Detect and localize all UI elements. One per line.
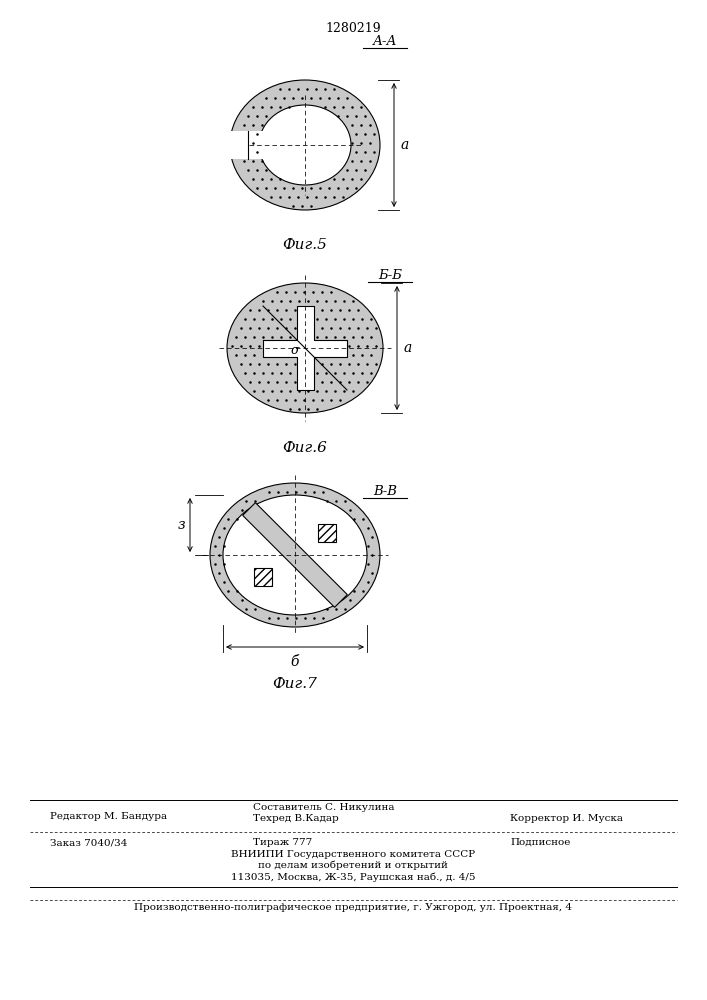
Text: Тираж 777: Тираж 777 <box>253 838 312 847</box>
Text: Фиг.6: Фиг.6 <box>283 441 327 455</box>
Text: Корректор И. Муска: Корректор И. Муска <box>510 814 623 823</box>
Text: 1280219: 1280219 <box>325 22 381 35</box>
Ellipse shape <box>230 80 380 210</box>
Bar <box>263 340 347 357</box>
Bar <box>225 131 305 159</box>
Text: Редактор М. Бандура: Редактор М. Бандура <box>50 812 167 821</box>
Text: А-А: А-А <box>373 35 397 48</box>
Text: Производственно-полиграфическое предприятие, г. Ужгород, ул. Проектная, 4: Производственно-полиграфическое предприя… <box>134 903 572 912</box>
Bar <box>318 524 336 542</box>
Text: Фиг.5: Фиг.5 <box>283 238 327 252</box>
Ellipse shape <box>210 483 380 627</box>
Ellipse shape <box>259 105 351 185</box>
Text: а: а <box>404 341 412 355</box>
Text: ВНИИПИ Государственного комитета СССР: ВНИИПИ Государственного комитета СССР <box>231 850 475 859</box>
Text: Составитель С. Никулина: Составитель С. Никулина <box>253 803 395 812</box>
Text: 113035, Москва, Ж-35, Раушская наб., д. 4/5: 113035, Москва, Ж-35, Раушская наб., д. … <box>230 872 475 882</box>
Text: Техред В.Кадар: Техред В.Кадар <box>253 814 339 823</box>
Text: Заказ 7040/34: Заказ 7040/34 <box>50 838 127 847</box>
Ellipse shape <box>227 283 383 413</box>
Bar <box>296 306 313 390</box>
Text: В-В: В-В <box>373 485 397 498</box>
Text: а: а <box>401 138 409 152</box>
Text: Б-Б: Б-Б <box>378 269 402 282</box>
Text: σ: σ <box>291 344 299 358</box>
Text: по делам изобретений и открытий: по делам изобретений и открытий <box>258 861 448 870</box>
Text: з: з <box>177 518 185 532</box>
Text: Фиг.7: Фиг.7 <box>273 677 317 691</box>
Text: б: б <box>291 655 299 669</box>
Bar <box>254 568 272 586</box>
Polygon shape <box>243 503 347 607</box>
Ellipse shape <box>223 495 367 615</box>
Text: Подписное: Подписное <box>510 838 571 847</box>
